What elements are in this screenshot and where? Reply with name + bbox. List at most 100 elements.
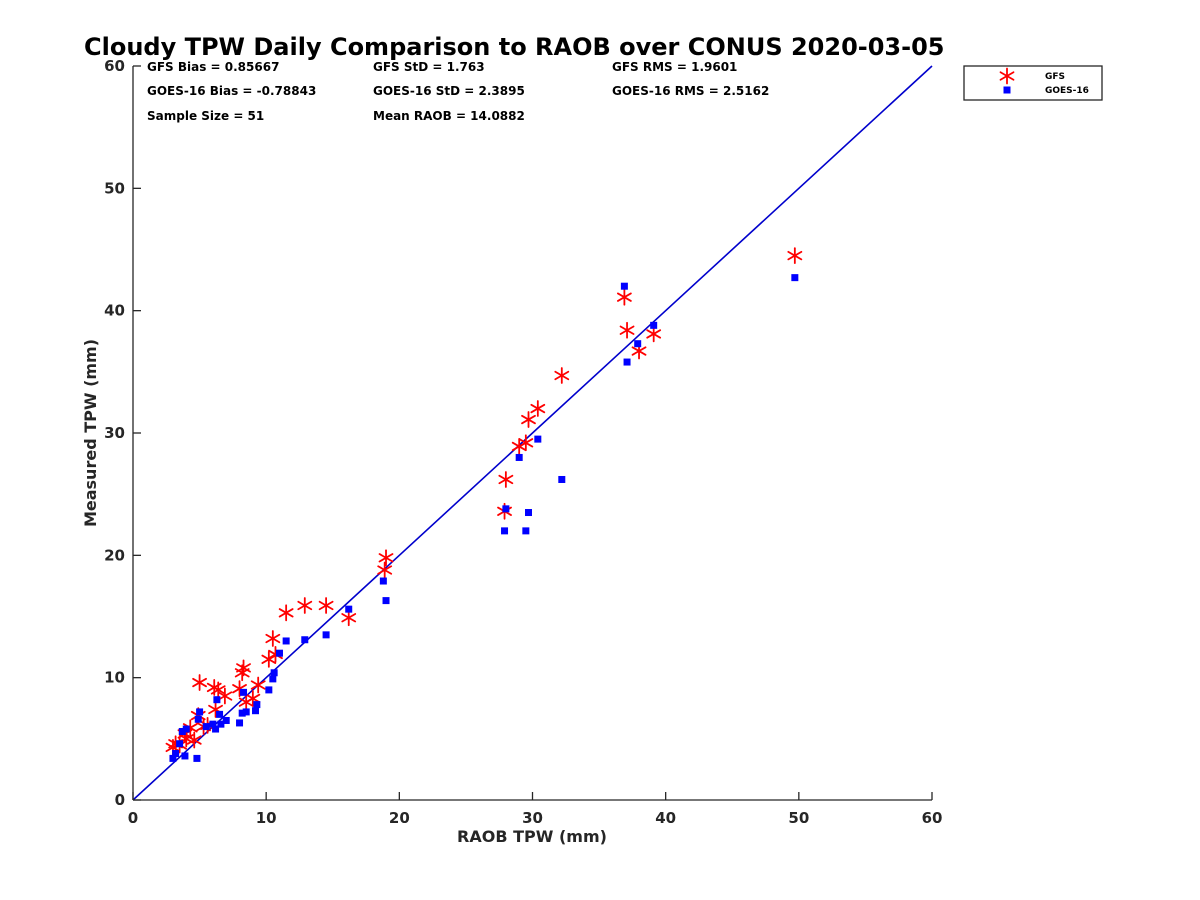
goes-16-point (253, 701, 261, 709)
goes-16-point (236, 719, 244, 727)
y-tick-label: 20 (104, 546, 125, 564)
gfs-point (554, 367, 570, 384)
goes-16-point (382, 597, 390, 605)
goes-16-point (222, 716, 230, 724)
goes-16-point (650, 321, 658, 329)
goes-16-point (301, 636, 309, 644)
y-tick-label: 30 (104, 424, 125, 442)
goes-16-point (515, 453, 523, 461)
gfs-point (245, 690, 261, 707)
gfs-point (341, 609, 357, 627)
x-tick-label: 20 (389, 809, 410, 827)
goes-16-point (212, 725, 220, 733)
gfs-point (186, 731, 202, 749)
x-tick-label: 0 (128, 809, 138, 827)
gfs-point (236, 659, 251, 677)
goes-16-point (240, 688, 248, 696)
gfs-point (278, 604, 294, 622)
goes-16-point (270, 669, 278, 677)
stat-text: GFS Bias = 0.85667 (147, 60, 279, 74)
x-axis-label: RAOB TPW (mm) (457, 827, 607, 846)
legend-box (963, 65, 1103, 101)
y-tick-label: 60 (104, 57, 125, 75)
gfs-point (265, 630, 281, 647)
gfs-point (217, 687, 233, 705)
y-axis-label: Measured TPW (mm) (81, 339, 100, 527)
legend-label: GFS (1045, 72, 1065, 82)
gfs-point (378, 549, 394, 567)
goes-16-point (182, 725, 190, 733)
x-tick-label: 40 (655, 809, 676, 827)
goes-16-point (216, 710, 224, 718)
goes-16-point (172, 750, 180, 758)
gfs-point (530, 400, 546, 417)
goes-16-point (202, 723, 210, 731)
gfs-point (787, 247, 803, 265)
goes-16-point (176, 740, 184, 748)
stat-text: Mean RAOB = 14.0882 (373, 109, 525, 123)
goes-16-point (282, 637, 290, 645)
gfs-point (646, 325, 662, 343)
y-tick-label: 0 (115, 791, 125, 809)
stat-text: GOES-16 StD = 2.3895 (373, 84, 525, 98)
legend-label: GOES-16 (1045, 86, 1089, 96)
goes-16-point (501, 527, 509, 535)
goes-16-point (275, 649, 283, 657)
goes-16-point (194, 715, 202, 723)
goes-16-point (558, 475, 566, 483)
gfs-point (261, 650, 277, 668)
goes-16-point (178, 727, 186, 735)
x-tick-label: 60 (922, 809, 943, 827)
x-tick-label: 10 (256, 809, 277, 827)
series-goes-16 (169, 274, 799, 762)
goes-16-point (209, 720, 217, 728)
stat-text: Sample Size = 51 (147, 109, 264, 123)
legend-marker (999, 67, 1015, 85)
goes-16-point (522, 527, 530, 535)
goes-16-point (525, 509, 533, 517)
goes-16-point (269, 675, 277, 683)
goes-16-point (620, 282, 628, 290)
stat-text: GFS RMS = 1.9601 (612, 60, 737, 74)
y-tick-label: 10 (104, 669, 125, 687)
goes-16-point (345, 605, 353, 613)
goes-16-point (193, 754, 201, 762)
stat-text: GOES-16 Bias = -0.78843 (147, 84, 316, 98)
goes-16-point (265, 686, 273, 694)
goes-16-point (181, 752, 189, 760)
gfs-point (619, 321, 635, 339)
gfs-point (521, 411, 536, 428)
gfs-point (297, 597, 313, 614)
stat-text: GFS StD = 1.763 (373, 60, 485, 74)
gfs-point (498, 471, 514, 488)
gfs-point (250, 676, 266, 694)
goes-16-point (169, 754, 177, 762)
gfs-point (518, 434, 534, 452)
gfs-point (318, 597, 334, 614)
y-tick-label: 40 (104, 302, 125, 320)
y-tick-label: 50 (104, 179, 125, 197)
goes-16-point (379, 577, 387, 585)
gfs-point (192, 674, 207, 691)
goes-16-point (322, 631, 330, 639)
series-gfs (165, 247, 803, 756)
chart-title: Cloudy TPW Daily Comparison to RAOB over… (84, 33, 944, 61)
legend-marker (1003, 86, 1011, 94)
gfs-point (616, 288, 632, 306)
goes-16-point (252, 707, 260, 715)
goes-16-point (534, 435, 542, 443)
goes-16-point (217, 720, 225, 728)
goes-16-point (791, 274, 799, 282)
gfs-point (377, 561, 393, 579)
gfs-point (210, 681, 226, 699)
goes-16-point (196, 708, 204, 716)
stat-text: GOES-16 RMS = 2.5162 (612, 84, 769, 98)
goes-16-point (634, 340, 642, 348)
legend: GFS GOES-16 (963, 65, 1103, 101)
one-to-one-line (132, 65, 933, 801)
x-tick-label: 30 (522, 809, 543, 827)
goes-16-point (213, 696, 221, 704)
goes-16-point (623, 358, 631, 366)
goes-16-point (238, 709, 246, 717)
